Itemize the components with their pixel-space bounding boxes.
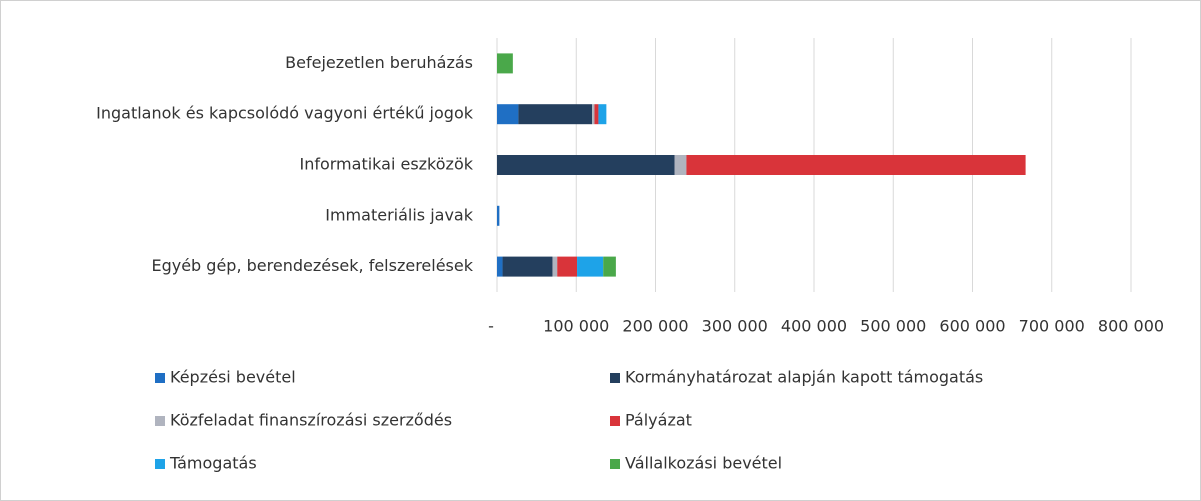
legend-label: Vállalkozási bevétel bbox=[625, 454, 782, 473]
x-tick-label: - bbox=[488, 317, 494, 336]
bar-segment bbox=[686, 155, 1026, 175]
x-tick-label: 500 000 bbox=[860, 317, 926, 336]
bar-segment bbox=[557, 256, 578, 277]
legend-swatch bbox=[610, 373, 620, 383]
bar-segment bbox=[497, 205, 500, 226]
bar-segment bbox=[497, 256, 503, 277]
legend-swatch bbox=[155, 459, 165, 469]
bar-segment bbox=[674, 155, 687, 175]
legend-swatch bbox=[155, 373, 165, 383]
x-tick-label: 300 000 bbox=[702, 317, 768, 336]
y-tick-label: Ingatlanok és kapcsolódó vagyoni értékű … bbox=[96, 104, 474, 123]
y-tick-label: Informatikai eszközök bbox=[299, 155, 473, 174]
x-tick-label: 100 000 bbox=[543, 317, 609, 336]
x-tick-label: 400 000 bbox=[781, 317, 847, 336]
x-tick-label: 800 000 bbox=[1098, 317, 1164, 336]
y-tick-label: Immateriális javak bbox=[325, 205, 473, 224]
bar-segment bbox=[577, 256, 604, 277]
bar-segment bbox=[497, 53, 513, 74]
x-tick-label: 200 000 bbox=[622, 317, 688, 336]
bar-segment bbox=[497, 104, 519, 125]
legend-swatch bbox=[155, 416, 165, 426]
legend-label: Pályázat bbox=[625, 411, 692, 430]
legend-swatch bbox=[610, 459, 620, 469]
bar-segment bbox=[497, 155, 675, 175]
legend-label: Kormányhatározat alapján kapott támogatá… bbox=[625, 368, 983, 387]
bar-segment bbox=[592, 104, 595, 125]
bar-segment bbox=[594, 104, 599, 125]
bar-segment bbox=[603, 256, 616, 277]
bar-segment bbox=[552, 256, 558, 277]
legend-label: Támogatás bbox=[169, 454, 257, 473]
x-tick-label: 700 000 bbox=[1019, 317, 1085, 336]
bar-segment bbox=[502, 256, 553, 277]
legend-label: Képzési bevétel bbox=[170, 368, 296, 387]
bar-segment bbox=[598, 104, 607, 125]
legend-swatch bbox=[610, 416, 620, 426]
bar-segment bbox=[518, 104, 593, 125]
y-tick-label: Befejezetlen beruházás bbox=[285, 53, 473, 72]
legend-label: Közfeladat finanszírozási szerződés bbox=[170, 411, 452, 430]
y-tick-label: Egyéb gép, berendezések, felszerelések bbox=[151, 256, 473, 275]
x-tick-label: 600 000 bbox=[939, 317, 1005, 336]
